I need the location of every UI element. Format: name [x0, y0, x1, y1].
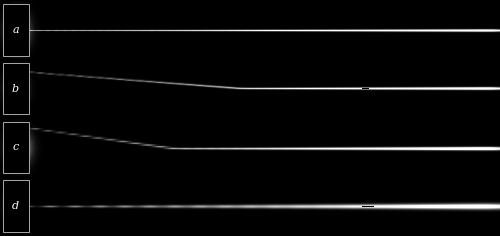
Text: b: b — [12, 84, 19, 94]
Bar — [2, 122, 29, 173]
Bar — [2, 180, 29, 232]
Text: a: a — [12, 25, 19, 35]
Text: c: c — [12, 142, 18, 152]
Bar — [2, 63, 29, 114]
Bar — [2, 4, 29, 56]
Text: d: d — [12, 201, 19, 211]
